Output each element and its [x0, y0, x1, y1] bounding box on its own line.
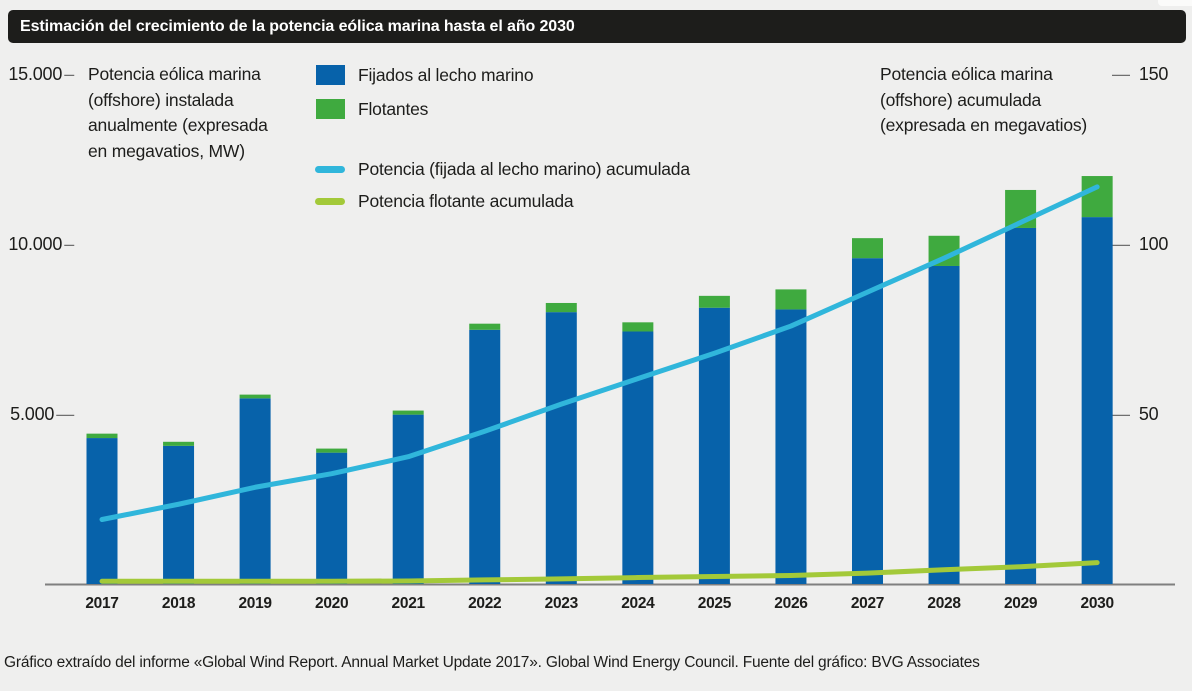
- bar-floating-2019: [239, 394, 271, 399]
- bar-fixed-2018: [163, 445, 195, 584]
- x-axis-year-label: 2029: [1004, 595, 1038, 612]
- bar-fixed-2028: [928, 265, 960, 584]
- bar-fixed-2030: [1081, 217, 1113, 585]
- bar-fixed-2022: [469, 329, 501, 584]
- bar-floating-2025: [698, 295, 730, 308]
- x-axis-year-label: 2017: [85, 595, 118, 612]
- bar-floating-2022: [469, 323, 501, 330]
- legend-swatch-floating-bars: [316, 99, 345, 119]
- legend-label-fixed-cumulative-line: Potencia (fijada al lecho marino) acumul…: [358, 158, 690, 179]
- bar-floating-2023: [545, 302, 577, 313]
- bar-floating-2018: [163, 441, 195, 446]
- legend-swatch-fixed-bars: [316, 65, 345, 85]
- bar-floating-2020: [316, 448, 348, 453]
- x-axis-year-label: 2025: [698, 595, 732, 612]
- tick-mark: –: [64, 64, 74, 85]
- bar-floating-2026: [775, 289, 807, 310]
- bar-fixed-2023: [545, 312, 577, 584]
- bar-fixed-2024: [622, 331, 654, 584]
- legend-item-fixed-bars: Fijados al lecho marino: [316, 63, 534, 87]
- bar-floating-2021: [392, 410, 424, 415]
- x-axis-year-label: 2026: [774, 595, 808, 612]
- tick-mark: —: [1112, 403, 1130, 424]
- tick-label: 150: [1138, 64, 1169, 85]
- source-caption: Gráfico extraído del informe «Global Win…: [4, 654, 980, 671]
- axis-note-line: (expresada en megavatios): [880, 115, 1088, 135]
- legend-item-floating-bars: Flotantes: [316, 97, 428, 121]
- axis-note-line: en megavatios, MW): [88, 140, 245, 161]
- window-corner-decoration: [1158, 0, 1192, 6]
- bar-fixed-2029: [1005, 227, 1037, 584]
- legend-label-fixed-bars: Fijados al lecho marino: [358, 64, 534, 85]
- tick-label: 100: [1138, 234, 1169, 255]
- tick-label: 10.000: [8, 234, 63, 255]
- x-axis-year-label: 2027: [851, 595, 884, 612]
- axis-note-line: (offshore) acumulada: [880, 89, 1042, 110]
- legend-item-floating-cumulative-line: Potencia flotante acumulada: [315, 189, 574, 213]
- left-axis-note: Potencia eólica marina (offshore) instala…: [88, 62, 268, 164]
- bar-floating-2027: [852, 238, 883, 259]
- bar-floating-2030: [1081, 176, 1113, 218]
- x-axis-year-label: 2028: [927, 595, 961, 612]
- x-axis-year-label: 2023: [545, 595, 579, 612]
- x-axis-year-label: 2022: [468, 595, 501, 612]
- x-axis-year-label: 2030: [1081, 595, 1114, 612]
- tick-mark: —: [1112, 64, 1130, 85]
- bar-floating-2017: [86, 433, 118, 439]
- bar-fixed-2026: [775, 309, 807, 584]
- left-axis-tick: 15.000–: [0, 62, 74, 88]
- chart-title-bar: Estimación del crecimiento de la potenci…: [8, 10, 1186, 43]
- legend-label-floating-cumulative-line: Potencia flotante acumulada: [358, 190, 574, 211]
- line-floating-cumulative: [99, 560, 1100, 584]
- right-axis-tick: — 150: [1112, 62, 1168, 88]
- x-axis-year-label: 2020: [315, 595, 348, 612]
- chart-title: Estimación del crecimiento de la potenci…: [20, 17, 575, 35]
- bar-fixed-2021: [392, 414, 424, 584]
- left-axis-tick: 10.000–: [0, 232, 74, 258]
- right-axis-tick: — 100: [1112, 232, 1168, 258]
- legend-swatch-floating-cumulative-line: [315, 197, 345, 205]
- bar-fixed-2017: [86, 438, 118, 584]
- axis-note-line: (offshore) instalada: [88, 89, 234, 110]
- tick-mark: —: [1112, 234, 1130, 255]
- bar-floating-2024: [622, 322, 654, 332]
- x-axis-year-label: 2024: [621, 595, 655, 612]
- right-axis-tick: — 50: [1112, 401, 1159, 427]
- tick-label: 5.000: [10, 403, 55, 424]
- tick-mark: –: [64, 234, 74, 255]
- right-axis-note: Potencia eólica marina (offshore) acumula…: [880, 62, 1087, 139]
- legend-item-fixed-cumulative-line: Potencia (fijada al lecho marino) acumul…: [315, 157, 690, 181]
- x-axis-year-label: 2018: [162, 595, 196, 612]
- x-axis-year-label: 2019: [238, 595, 272, 612]
- axis-note-line: anualmente (expresada: [88, 115, 268, 135]
- tick-label: 50: [1138, 403, 1159, 424]
- x-axis-year-label: 2021: [392, 595, 426, 612]
- axis-note-line: Potencia eólica marina: [88, 64, 261, 84]
- tick-mark: —: [56, 403, 74, 424]
- tick-label: 15.000: [8, 64, 63, 85]
- line-fixed-cumulative: [99, 184, 1100, 523]
- bar-fixed-2027: [852, 258, 883, 584]
- left-axis-tick: 5.000—: [0, 401, 74, 427]
- legend-label-floating-bars: Flotantes: [358, 98, 429, 119]
- legend-swatch-fixed-cumulative-line: [315, 165, 345, 173]
- axis-note-line: Potencia eólica marina: [880, 64, 1053, 84]
